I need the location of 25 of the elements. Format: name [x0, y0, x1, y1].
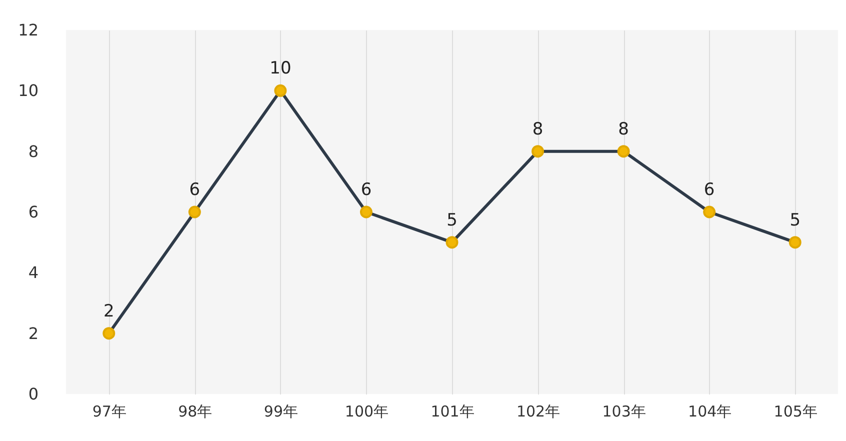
x-tick-label: 97年 — [92, 402, 126, 420]
data-label: 10 — [270, 58, 292, 79]
x-tick-label: 102年 — [516, 402, 560, 420]
y-tick-label: 6 — [28, 202, 38, 222]
y-tick-label: 8 — [28, 142, 38, 161]
data-label: 8 — [532, 119, 544, 140]
y-tick-label: 10 — [18, 81, 38, 100]
x-tick-label: 105年 — [774, 402, 818, 420]
data-label: 6 — [704, 180, 715, 200]
data-label: 5 — [790, 210, 801, 230]
data-label: 8 — [618, 119, 629, 140]
data-label: 2 — [103, 301, 114, 322]
y-tick-label: 2 — [28, 324, 38, 343]
data-label: 6 — [189, 180, 200, 200]
data-label: 6 — [360, 180, 372, 200]
x-tick-label: 101年 — [430, 402, 474, 420]
x-tick-label: 100年 — [344, 402, 389, 420]
y-tick-label: 0 — [28, 384, 38, 404]
x-tick-label: 99年 — [264, 402, 298, 420]
y-tick-label: 12 — [18, 20, 38, 40]
data-label: 5 — [446, 210, 458, 230]
x-tick-label: 98年 — [178, 402, 212, 420]
x-tick-label: 103年 — [602, 402, 646, 420]
x-tick-label: 104年 — [688, 402, 732, 420]
y-tick-label: 4 — [28, 263, 38, 282]
